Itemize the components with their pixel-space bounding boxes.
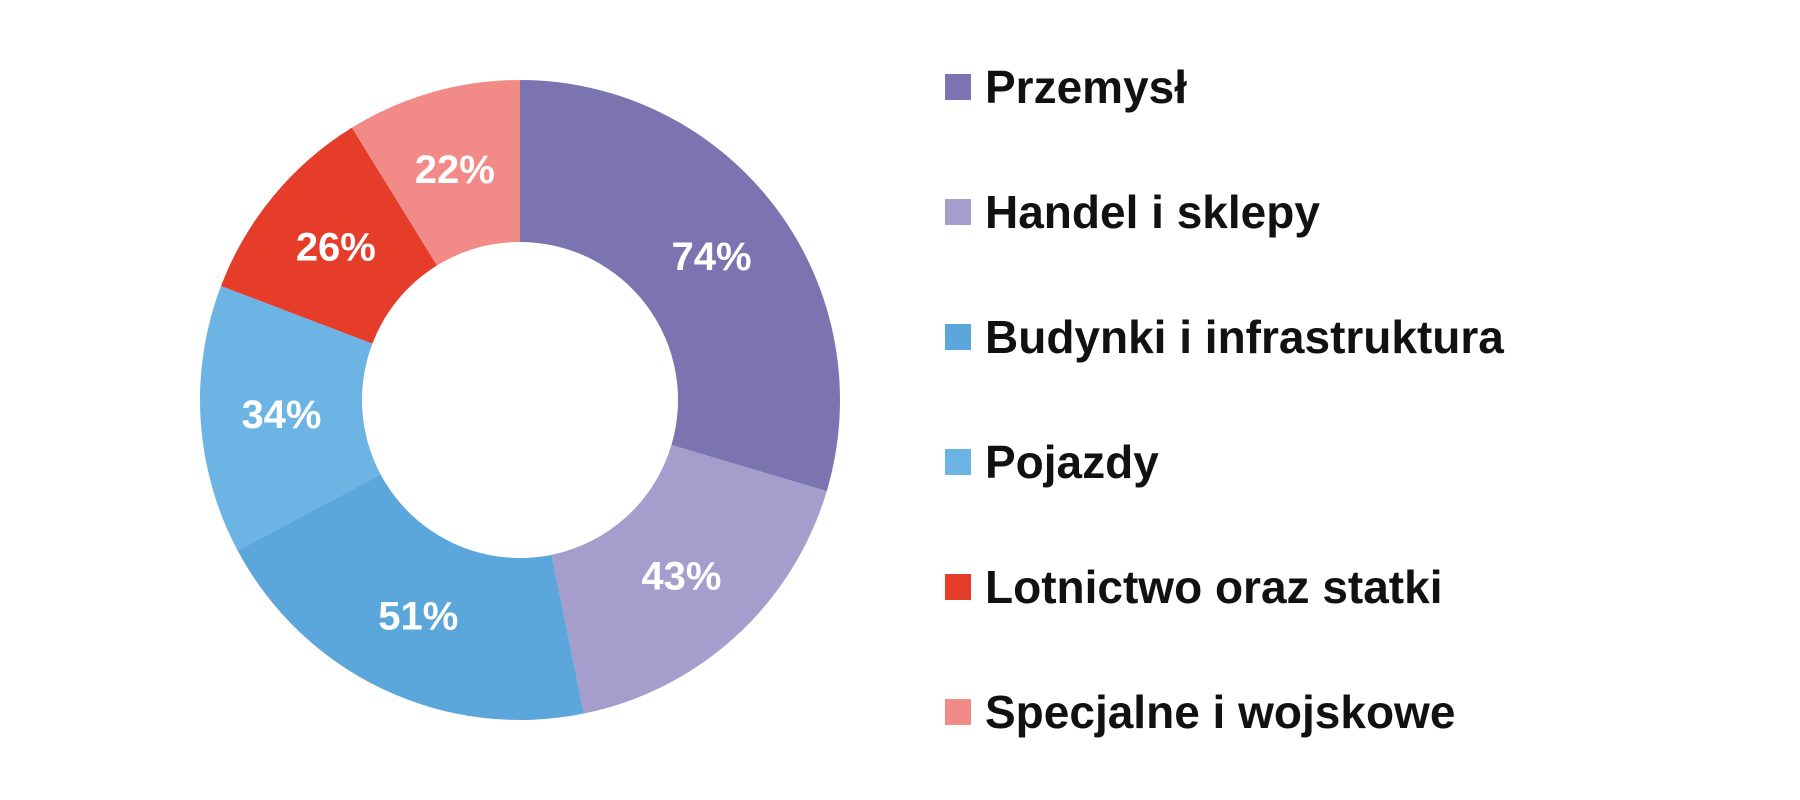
slice-label-3: 51% xyxy=(378,594,458,638)
slice-labels: 74% 43% 51% 34% 26% 22% xyxy=(241,148,751,638)
legend-swatch-3 xyxy=(945,324,971,350)
legend-swatch-2 xyxy=(945,199,971,225)
legend-swatch-1 xyxy=(945,74,971,100)
slice-6 xyxy=(351,80,520,266)
legend-swatch-5 xyxy=(945,574,971,600)
legend-swatch-4 xyxy=(945,449,971,475)
slice-1 xyxy=(520,80,840,492)
slice-4 xyxy=(199,285,381,551)
legend-label-3: Budynki i infrastruktura xyxy=(985,311,1504,363)
legend-label-6: Specjalne i wojskowe xyxy=(985,686,1455,738)
slice-2 xyxy=(551,445,827,714)
legend-label-1: Przemysł xyxy=(985,61,1187,113)
slice-label-1: 74% xyxy=(672,235,752,279)
slice-label-4: 34% xyxy=(241,393,321,437)
slice-3 xyxy=(237,474,584,720)
legend-label-5: Lotnictwo oraz statki xyxy=(985,561,1442,613)
legend-swatch-6 xyxy=(945,699,971,725)
legend: Przemysł Handel i sklepy Budynki i infrast… xyxy=(945,61,1504,738)
legend-label-4: Pojazdy xyxy=(985,436,1159,488)
slice-label-2: 43% xyxy=(641,554,721,598)
legend-label-2: Handel i sklepy xyxy=(985,186,1320,238)
slice-label-5: 26% xyxy=(296,226,376,270)
slice-label-6: 22% xyxy=(415,148,495,192)
slice-5 xyxy=(221,127,438,344)
donut-slices xyxy=(199,80,840,720)
